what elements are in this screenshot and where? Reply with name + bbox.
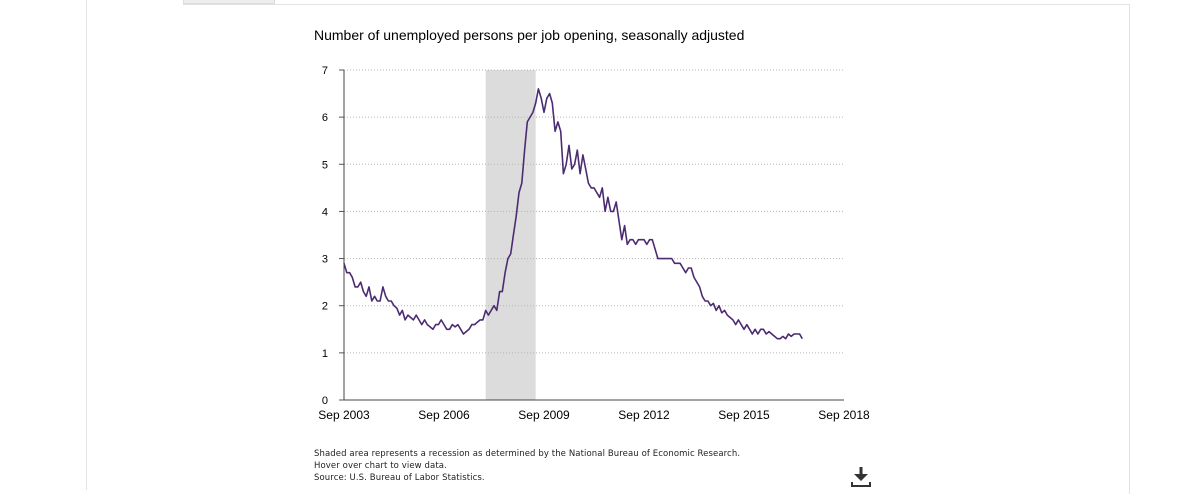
download-button[interactable] — [849, 466, 873, 488]
download-icon — [851, 467, 871, 487]
x-tick-label: Sep 2018 — [818, 408, 870, 422]
chart-title: Number of unemployed persons per job ope… — [314, 27, 745, 43]
y-tick-label: 5 — [322, 159, 328, 171]
y-tick-label: 3 — [322, 254, 328, 266]
hover-note: Hover over chart to view data. — [314, 461, 447, 471]
y-tick-label: 4 — [322, 206, 328, 218]
recession-note: Shaded area represents a recession as de… — [314, 449, 741, 459]
chart-panel — [183, 4, 1130, 494]
x-tick-label: Sep 2006 — [418, 408, 470, 422]
y-tick-label: 2 — [322, 301, 328, 313]
y-tick-label: 7 — [322, 65, 328, 77]
x-tick-label: Sep 2015 — [718, 408, 770, 422]
chart-notes: Shaded area represents a recession as de… — [314, 448, 740, 484]
tab-stub[interactable] — [183, 0, 275, 4]
source-note: Source: U.S. Bureau of Labor Statistics. — [314, 473, 485, 483]
y-tick-label: 6 — [322, 112, 328, 124]
x-tick-label: Sep 2009 — [518, 408, 570, 422]
y-tick-label: 0 — [322, 395, 328, 407]
y-tick-label: 1 — [322, 348, 328, 360]
x-tick-label: Sep 2012 — [618, 408, 670, 422]
x-tick-label: Sep 2003 — [318, 408, 370, 422]
page-frame-line — [86, 0, 87, 490]
series-line — [343, 88, 803, 340]
